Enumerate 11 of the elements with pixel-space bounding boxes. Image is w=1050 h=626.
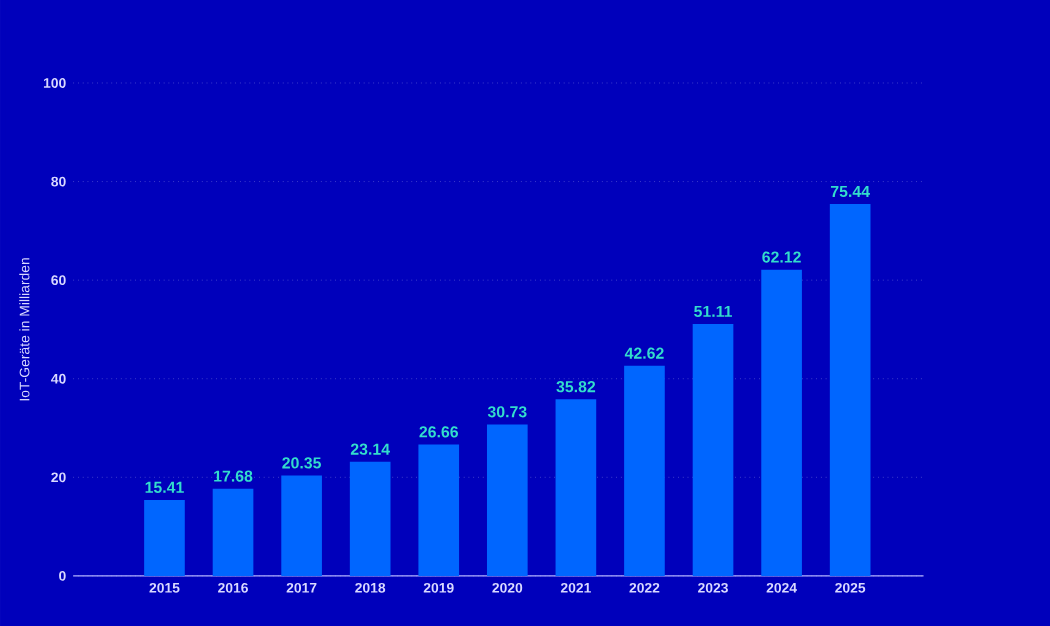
bar: [349, 461, 391, 576]
bar: [212, 488, 254, 576]
bar: [829, 203, 871, 576]
bar: [624, 365, 665, 576]
bar: [555, 398, 597, 576]
bar: [761, 269, 802, 576]
bar: [144, 499, 185, 576]
bar: [692, 323, 734, 576]
bar: [486, 424, 528, 576]
bar: [281, 475, 322, 576]
bar: [418, 444, 460, 576]
